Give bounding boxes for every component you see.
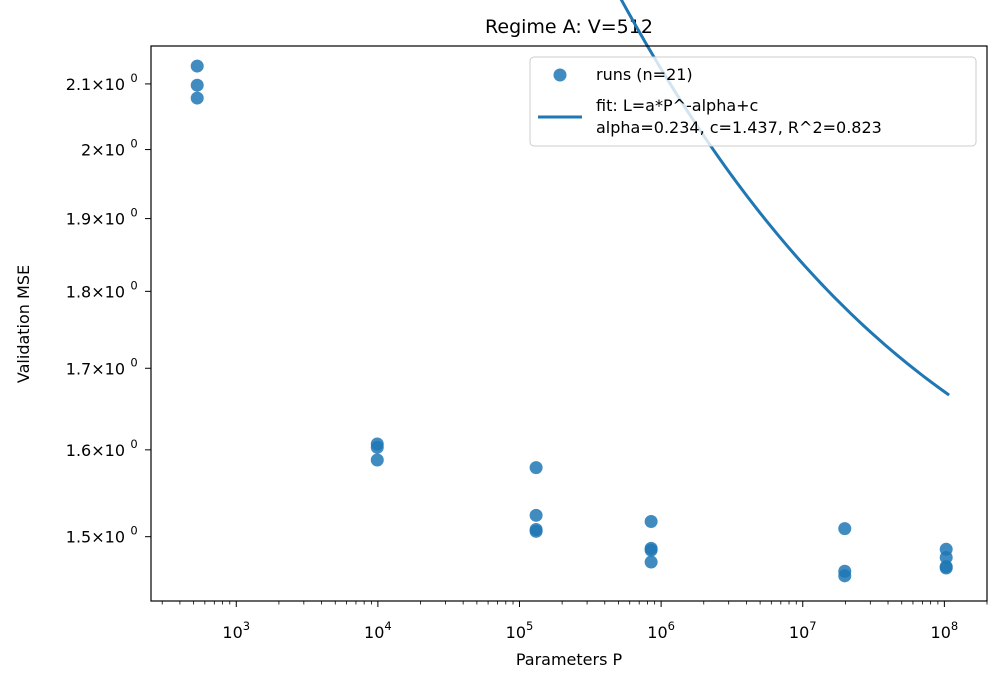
x-tick-label: 107	[789, 619, 817, 642]
y-tick-label: 2×10	[81, 141, 125, 160]
scatter-point	[939, 561, 953, 575]
fit-line	[619, 0, 950, 397]
scatter-point	[529, 461, 543, 475]
y-axis-label: Validation MSE	[14, 265, 33, 383]
scatter-point	[644, 555, 658, 569]
scatter-point	[370, 440, 384, 454]
scatter-point	[190, 78, 204, 92]
legend-box	[529, 56, 977, 147]
y-tick-exponent: 0	[130, 524, 137, 538]
fit-line-layer	[619, 0, 950, 397]
y-tick-label: 1.5×10	[66, 528, 125, 547]
legend-marker-runs	[553, 68, 567, 82]
scatter-point	[370, 453, 384, 467]
y-tick-exponent: 0	[130, 71, 137, 85]
x-tick-label: 106	[647, 619, 675, 642]
y-tick-exponent: 0	[130, 278, 137, 292]
legend-label-fit: fit: L=a*P^-alpha+c	[596, 96, 758, 115]
y-tick-exponent: 0	[130, 437, 137, 451]
scatter-point	[190, 91, 204, 105]
legend-label-runs: runs (n=21)	[596, 65, 693, 84]
plot-border	[150, 45, 988, 602]
scatter-point	[190, 59, 204, 73]
y-tick-label: 1.8×10	[66, 282, 125, 301]
y-tick-label: 1.6×10	[66, 441, 125, 460]
scatter-point	[838, 522, 852, 536]
x-tick-label: 108	[931, 619, 959, 642]
legend: runs (n=21) fit: L=a*P^-alpha+c alpha=0.…	[529, 56, 977, 147]
y-tick-label: 1.9×10	[66, 210, 125, 229]
legend-label-fit-params: alpha=0.234, c=1.437, R^2=0.823	[596, 118, 882, 137]
y-tick-exponent: 0	[130, 206, 137, 220]
chart-title: Regime A: V=512	[485, 16, 653, 38]
x-tick-label: 105	[506, 619, 534, 642]
x-tick-label: 103	[222, 619, 250, 642]
x-axis-ticks: 103 104 105 106 107 108	[222, 601, 958, 642]
y-tick-label: 2.1×10	[66, 75, 125, 94]
scatter-point	[644, 543, 658, 557]
x-tick-label: 104	[364, 619, 392, 642]
y-tick-exponent: 0	[130, 137, 137, 151]
scatter-point	[529, 508, 543, 522]
scatter-point	[838, 569, 852, 583]
y-tick-label: 1.7×10	[66, 359, 125, 378]
x-axis-label: Parameters P	[516, 650, 623, 669]
y-axis-ticks: 1.5×10 0 1.6×10 0 1.7×10 0 1.8×10 0 1.9×10 0 2×10 0…	[66, 71, 151, 547]
scatter-point	[644, 515, 658, 529]
scatter-point	[939, 550, 953, 564]
y-tick-exponent: 0	[130, 355, 137, 369]
scatter-points-layer	[190, 59, 953, 583]
scatter-point	[529, 524, 543, 538]
